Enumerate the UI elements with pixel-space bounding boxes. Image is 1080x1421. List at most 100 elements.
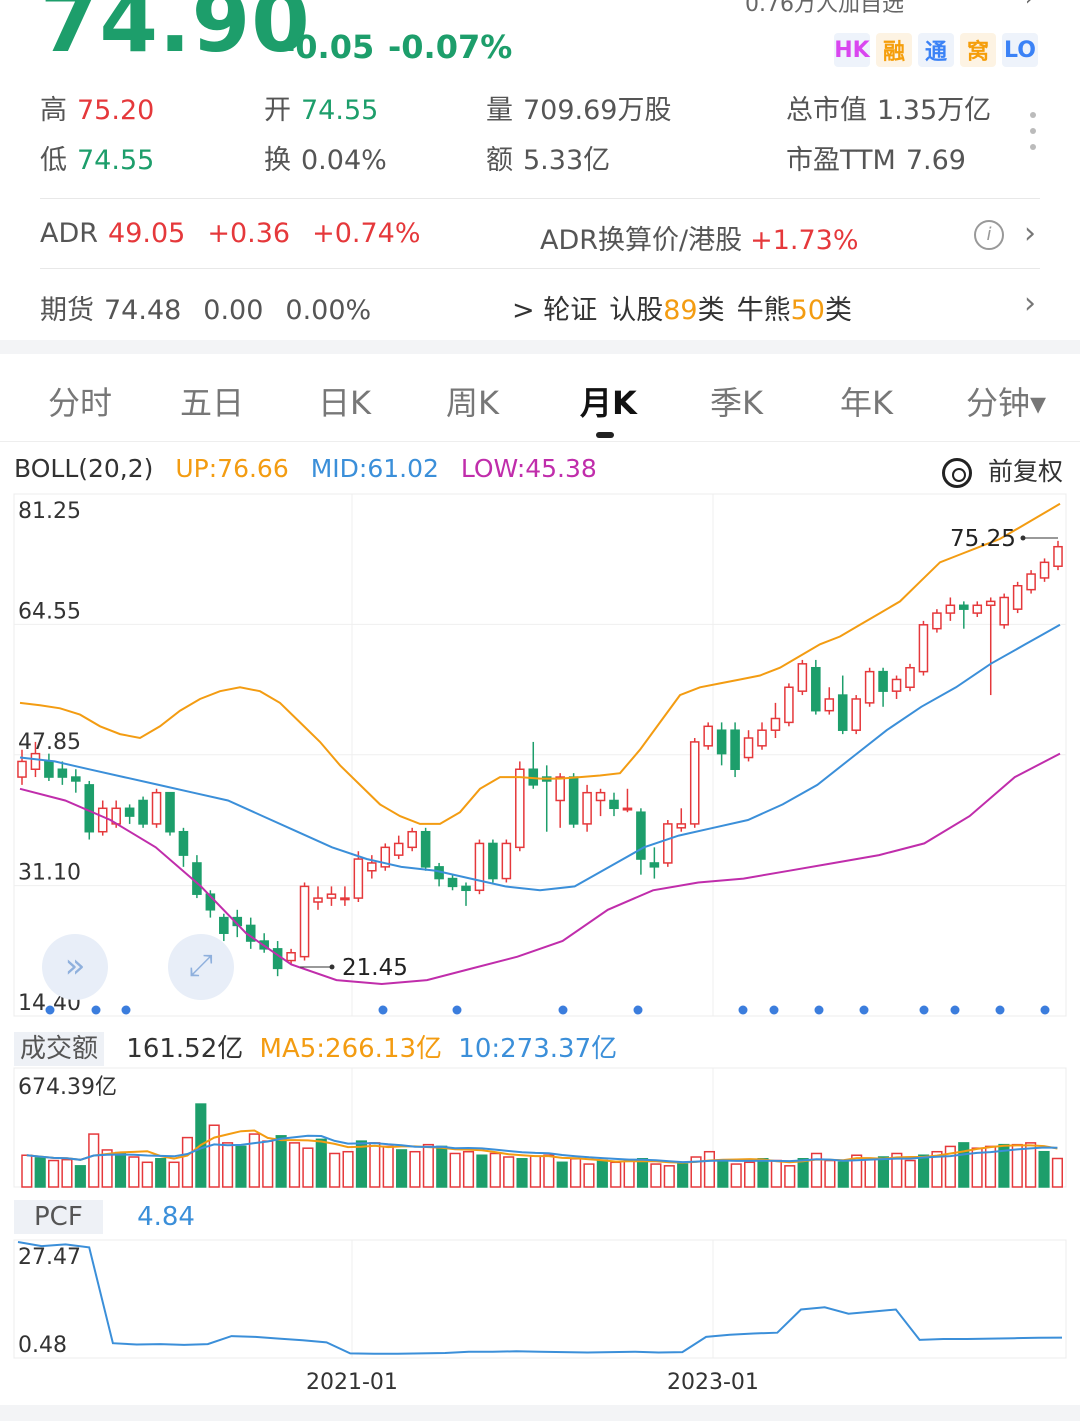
volume-bar bbox=[436, 1145, 448, 1188]
tab-intraday[interactable]: 分时 bbox=[48, 384, 113, 422]
event-dot bbox=[814, 1005, 824, 1015]
tab-quarterly-k[interactable]: 季K bbox=[710, 384, 763, 422]
volume-bar bbox=[181, 1136, 194, 1188]
last-price: 74.90 bbox=[40, 0, 311, 71]
info-icon[interactable]: i bbox=[974, 220, 1004, 250]
tab-five-day[interactable]: 五日 bbox=[180, 384, 245, 422]
event-dot bbox=[633, 1005, 643, 1015]
candle-body bbox=[57, 768, 68, 778]
volume-bar bbox=[703, 1150, 716, 1188]
candle-body bbox=[528, 768, 539, 786]
max-price-label: 75.25 bbox=[950, 526, 1016, 552]
boll-legend[interactable]: BOLL(20,2) UP:76.66 MID:61.02 LOW:45.38 bbox=[14, 454, 611, 483]
volume-legend[interactable]: 成交额 161.52亿 MA5:266.13亿 10:273.37亿 bbox=[14, 1028, 617, 1066]
tab-yearly-k[interactable]: 年K bbox=[840, 384, 893, 422]
volume-bar bbox=[797, 1158, 809, 1188]
adr-row[interactable]: ADR 49.05 +0.36 +0.74% bbox=[40, 218, 421, 249]
candle-body bbox=[555, 776, 565, 802]
price-axis-label: 64.55 bbox=[18, 599, 81, 624]
event-dot bbox=[950, 1005, 960, 1015]
volume-bar bbox=[369, 1142, 381, 1188]
volume-bar bbox=[262, 1140, 274, 1188]
volume-bar bbox=[663, 1165, 675, 1188]
expand-icon[interactable]: ⤢ bbox=[168, 934, 234, 1000]
badge-wo[interactable]: 窝 bbox=[960, 33, 996, 67]
volume-value: 161.52亿 bbox=[126, 1034, 244, 1064]
candle-body bbox=[1053, 545, 1063, 567]
candle-body bbox=[797, 663, 808, 692]
pcf-axis-top: 27.47 bbox=[18, 1245, 81, 1270]
volume-bar bbox=[570, 1158, 582, 1188]
tab-daily-k[interactable]: 日K bbox=[318, 384, 371, 422]
stat-market-cap: 总市值 1.35万亿 bbox=[786, 95, 992, 126]
volume-bar bbox=[1038, 1150, 1050, 1188]
volume-bar bbox=[288, 1142, 301, 1188]
badge-hk[interactable]: HK bbox=[834, 33, 870, 67]
volume-bar bbox=[74, 1165, 86, 1188]
futures-row[interactable]: 期货 74.48 0.00 0.00% bbox=[40, 295, 372, 326]
volume-bar bbox=[21, 1154, 33, 1188]
pcf-legend[interactable]: PCF 4.84 bbox=[14, 1200, 195, 1234]
volume-bar bbox=[329, 1152, 341, 1188]
volume-bar bbox=[128, 1156, 140, 1188]
active-tab-indicator bbox=[596, 432, 614, 438]
max-marker-dot bbox=[1020, 535, 1026, 541]
volume-bar bbox=[998, 1143, 1010, 1188]
chevron-right-icon[interactable]: › bbox=[1024, 216, 1036, 251]
candle-body bbox=[770, 717, 781, 731]
badge-margin[interactable]: 融 bbox=[876, 33, 912, 67]
candle-body bbox=[541, 776, 552, 782]
chevron-right-icon[interactable]: › bbox=[1025, 0, 1034, 11]
adr-conversion[interactable]: ADR换算价/港股 +1.73% bbox=[540, 225, 859, 256]
volume-bar bbox=[770, 1159, 782, 1188]
event-dot bbox=[558, 1005, 568, 1015]
more-icon[interactable] bbox=[1030, 112, 1038, 160]
min-marker-dot bbox=[329, 964, 335, 970]
adjust-toggle[interactable]: 前复权 bbox=[942, 452, 1063, 488]
candle-body bbox=[393, 842, 404, 856]
volume-bar bbox=[864, 1158, 876, 1188]
tab-weekly-k[interactable]: 周K bbox=[446, 384, 499, 422]
candle-body bbox=[420, 830, 431, 868]
candle-body bbox=[313, 897, 323, 903]
candle-body bbox=[71, 776, 81, 782]
badge-connect[interactable]: 通 bbox=[918, 33, 954, 67]
volume-bar bbox=[918, 1154, 930, 1188]
main-panel-frame bbox=[13, 493, 1067, 1017]
candle-body bbox=[488, 842, 498, 880]
volume-axis-top: 674.39亿 bbox=[18, 1075, 117, 1100]
candle-body bbox=[272, 948, 283, 970]
follower-count[interactable]: 0.76万人加自选 bbox=[745, 0, 904, 17]
volume-bar bbox=[717, 1159, 729, 1188]
volume-bar bbox=[61, 1158, 73, 1188]
candle-body bbox=[595, 791, 606, 802]
boll-name: BOLL(20,2) bbox=[14, 454, 154, 483]
tab-monthly-k[interactable]: 月K bbox=[580, 384, 637, 422]
candle-body bbox=[891, 678, 902, 692]
tab-minute[interactable]: 分钟▾ bbox=[966, 384, 1047, 422]
pcf-line bbox=[17, 1241, 1063, 1355]
candle-body bbox=[178, 830, 189, 856]
badge-lo[interactable]: LO bbox=[1002, 33, 1038, 67]
candle-body bbox=[245, 924, 256, 942]
volume-bar bbox=[810, 1152, 823, 1188]
candle-body bbox=[985, 600, 996, 607]
candle-body bbox=[299, 885, 310, 958]
candle-body bbox=[151, 791, 162, 825]
candle-body bbox=[219, 916, 229, 934]
warrants-row[interactable]: > 轮证 认股89类 牛熊50类 bbox=[512, 295, 852, 326]
candle-body bbox=[84, 784, 95, 833]
event-dot bbox=[45, 1005, 55, 1015]
divider bbox=[40, 198, 1040, 199]
candle-body bbox=[474, 842, 485, 892]
candle-body bbox=[743, 737, 754, 759]
candle-body bbox=[999, 596, 1009, 626]
candle-body bbox=[568, 776, 579, 825]
volume-bar bbox=[315, 1138, 327, 1188]
double-chevron-right-icon[interactable]: » bbox=[42, 934, 108, 1000]
candle-body bbox=[730, 729, 740, 771]
volume-bar bbox=[636, 1158, 649, 1188]
volume-bar bbox=[48, 1159, 60, 1188]
candle-body bbox=[165, 791, 175, 833]
chevron-right-icon[interactable]: › bbox=[1024, 286, 1036, 321]
